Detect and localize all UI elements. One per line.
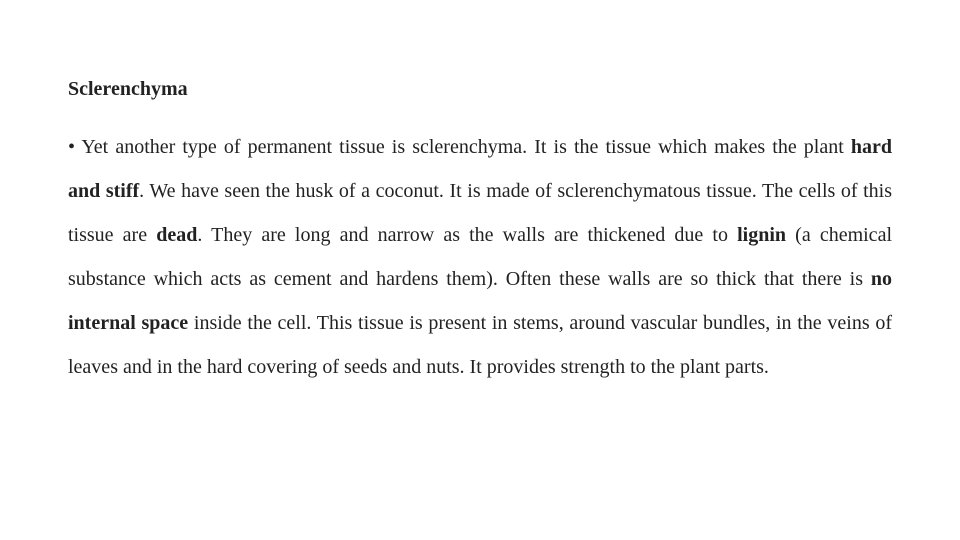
text-run: Yet another type of permanent tissue is … xyxy=(81,136,851,158)
document-page: Sclerenchyma • Yet another type of perma… xyxy=(0,0,960,540)
bold-run-dead: dead xyxy=(156,224,197,246)
bullet-marker: • xyxy=(68,136,81,158)
text-run: . They are long and narrow as the walls … xyxy=(197,224,737,246)
section-heading: Sclerenchyma xyxy=(68,78,892,101)
body-paragraph: • Yet another type of permanent tissue i… xyxy=(68,125,892,389)
bold-run-lignin: lignin xyxy=(737,224,786,246)
